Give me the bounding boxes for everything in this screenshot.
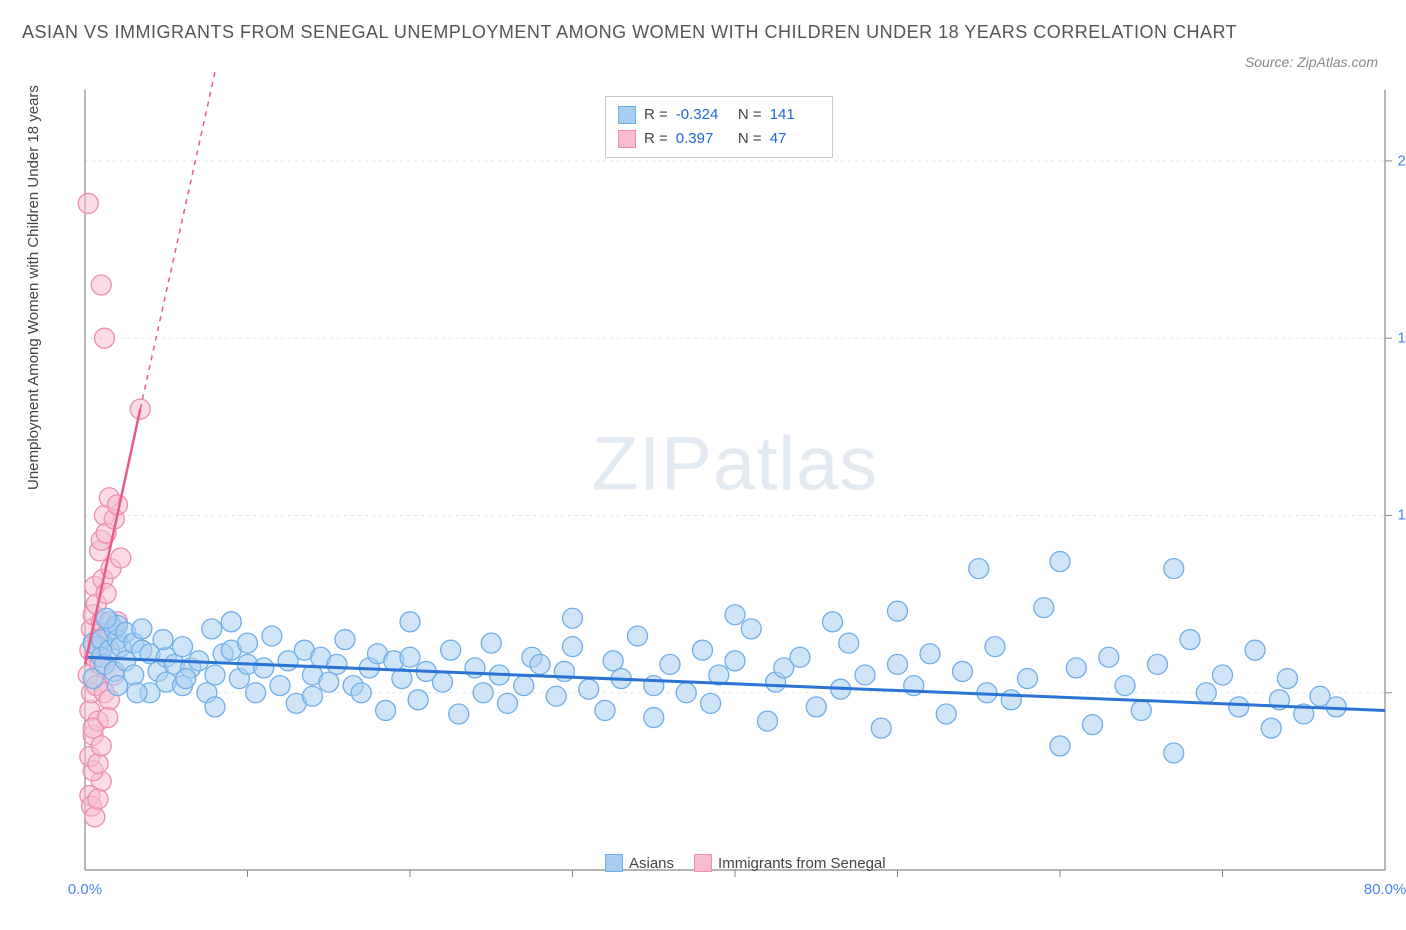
legend-item-senegal: Immigrants from Senegal xyxy=(694,854,886,872)
series-legend: Asians Immigrants from Senegal xyxy=(605,854,886,872)
swatch-senegal xyxy=(618,130,636,148)
legend-row-senegal: R = 0.397 N = 47 xyxy=(618,127,820,151)
source-attribution: Source: ZipAtlas.com xyxy=(1245,54,1378,70)
chart-title: ASIAN VS IMMIGRANTS FROM SENEGAL UNEMPLO… xyxy=(22,18,1384,47)
correlation-legend: R = -0.324 N = 141 R = 0.397 N = 47 xyxy=(605,96,833,158)
legend-item-asians: Asians xyxy=(605,854,674,872)
y-tick-label: 20.0% xyxy=(1397,152,1406,169)
y-tick-label: 10.0% xyxy=(1397,507,1406,524)
legend-label-senegal: Immigrants from Senegal xyxy=(718,855,886,872)
r-value-senegal: 0.397 xyxy=(676,127,726,151)
legend-swatch-asians xyxy=(605,854,623,872)
swatch-asians xyxy=(618,106,636,124)
legend-label-asians: Asians xyxy=(629,855,674,872)
legend-swatch-senegal xyxy=(694,854,712,872)
chart-container: Unemployment Among Women with Children U… xyxy=(45,90,1385,890)
y-tick-label: 15.0% xyxy=(1397,330,1406,347)
n-value-senegal: 47 xyxy=(770,127,820,151)
chart-header: ASIAN VS IMMIGRANTS FROM SENEGAL UNEMPLO… xyxy=(0,0,1406,47)
scatter-chart-svg xyxy=(85,90,1385,870)
n-value-asians: 141 xyxy=(770,103,820,127)
legend-row-asians: R = -0.324 N = 141 xyxy=(618,103,820,127)
x-tick-label: 80.0% xyxy=(1364,881,1406,898)
plot-area: ZIPatlas R = -0.324 N = 141 R = 0.397 N … xyxy=(85,90,1385,870)
x-tick-label: 0.0% xyxy=(68,881,102,898)
r-value-asians: -0.324 xyxy=(676,103,726,127)
y-axis-label: Unemployment Among Women with Children U… xyxy=(25,85,42,490)
